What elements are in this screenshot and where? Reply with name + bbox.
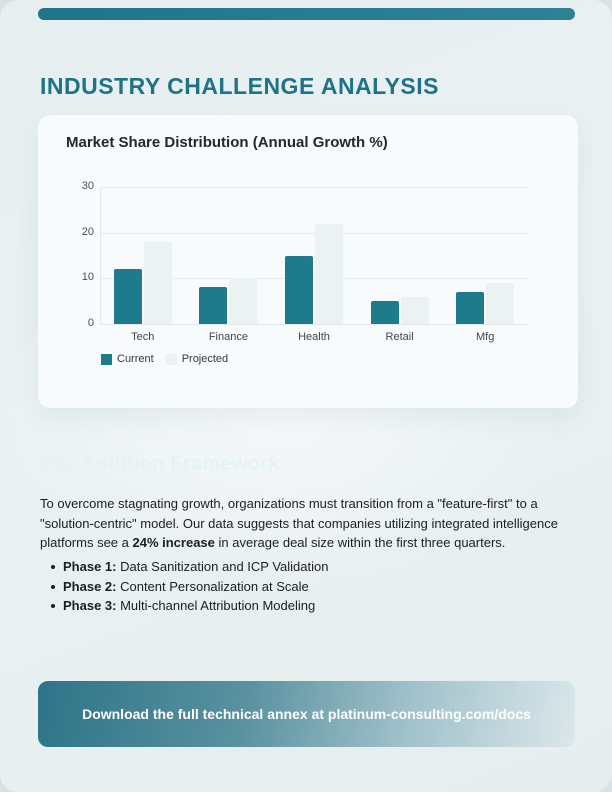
- bar-tech-projected: [143, 241, 172, 324]
- phase-item: Phase 1: Data Sanitization and ICP Valid…: [40, 557, 540, 577]
- phase-label: Phase 1:: [63, 559, 117, 574]
- bar-health-current: [285, 255, 313, 324]
- bar-tech-current: [113, 269, 142, 324]
- phase-label: Phase 3:: [63, 598, 117, 614]
- gridline: [100, 324, 528, 325]
- legend-item: Current: [101, 353, 154, 365]
- page-title: INDUSTRY CHALLENGE ANALYSIS: [40, 73, 440, 100]
- legend-item: Projected: [165, 353, 229, 365]
- paragraph-text-before: To overcome stagnating growth, organizat…: [40, 496, 558, 550]
- phase-item: Phase 2: Content Personalization at Scal…: [40, 577, 540, 597]
- chart-title: Market Share Distribution (Annual Growth…: [66, 134, 388, 151]
- bar-health-projected: [315, 223, 343, 324]
- download-banner[interactable]: Download the full technical annex at pla…: [38, 681, 575, 747]
- phase-text: Multi-channel Attribution Modeling: [116, 598, 316, 614]
- y-axis-line: [100, 187, 101, 324]
- y-tick-label: 20: [81, 225, 94, 238]
- bar-finance-projected: [229, 278, 258, 324]
- paragraph-bold-stat: 24% increase: [132, 535, 215, 550]
- top-accent-bar: [38, 8, 575, 20]
- x-tick-label: Mfg: [476, 331, 495, 343]
- banner-text: Download the full technical annex at pla…: [82, 706, 531, 722]
- bar-retail-projected: [400, 296, 429, 324]
- phase-text: Data Sanitization and ICP Validation: [116, 559, 329, 574]
- bar-retail-current: [370, 301, 399, 324]
- body-paragraph: To overcome stagnating growth, organizat…: [40, 494, 574, 553]
- phase-label: Phase 2:: [63, 578, 117, 594]
- legend-swatch: [101, 353, 112, 365]
- y-tick-label: 30: [81, 180, 94, 192]
- phase-list: Phase 1: Data Sanitization and ICP Valid…: [40, 557, 540, 616]
- bar-mfg-projected: [486, 282, 515, 324]
- chart-legend: Current Projected: [101, 353, 228, 365]
- y-tick-label: 10: [81, 271, 94, 284]
- phase-item: Phase 3: Multi-channel Attribution Model…: [40, 596, 540, 616]
- y-tick-label: 0: [87, 317, 94, 329]
- chart-card: Market Share Distribution (Annual Growth…: [38, 115, 578, 408]
- phase-text: Content Personalization at Scale: [116, 578, 309, 594]
- x-tick-label: Tech: [131, 331, 155, 343]
- section-heading: The Solution Framework: [40, 452, 280, 475]
- x-tick-label: Retail: [385, 331, 414, 343]
- legend-label: Current: [117, 353, 154, 365]
- gridline: [100, 278, 528, 280]
- legend-swatch: [165, 353, 177, 365]
- paragraph-text-after: in average deal size within the first th…: [214, 535, 506, 550]
- chart-plot: 0 10 20 30 Tech Finance Health Retail Mfg: [82, 180, 528, 343]
- gridline: [100, 232, 528, 234]
- x-tick-label: Finance: [208, 331, 248, 343]
- gridline: [100, 187, 528, 188]
- bar-finance-current: [199, 287, 228, 324]
- x-tick-label: Health: [298, 331, 330, 343]
- legend-label: Projected: [181, 353, 229, 365]
- bar-mfg-current: [456, 292, 485, 324]
